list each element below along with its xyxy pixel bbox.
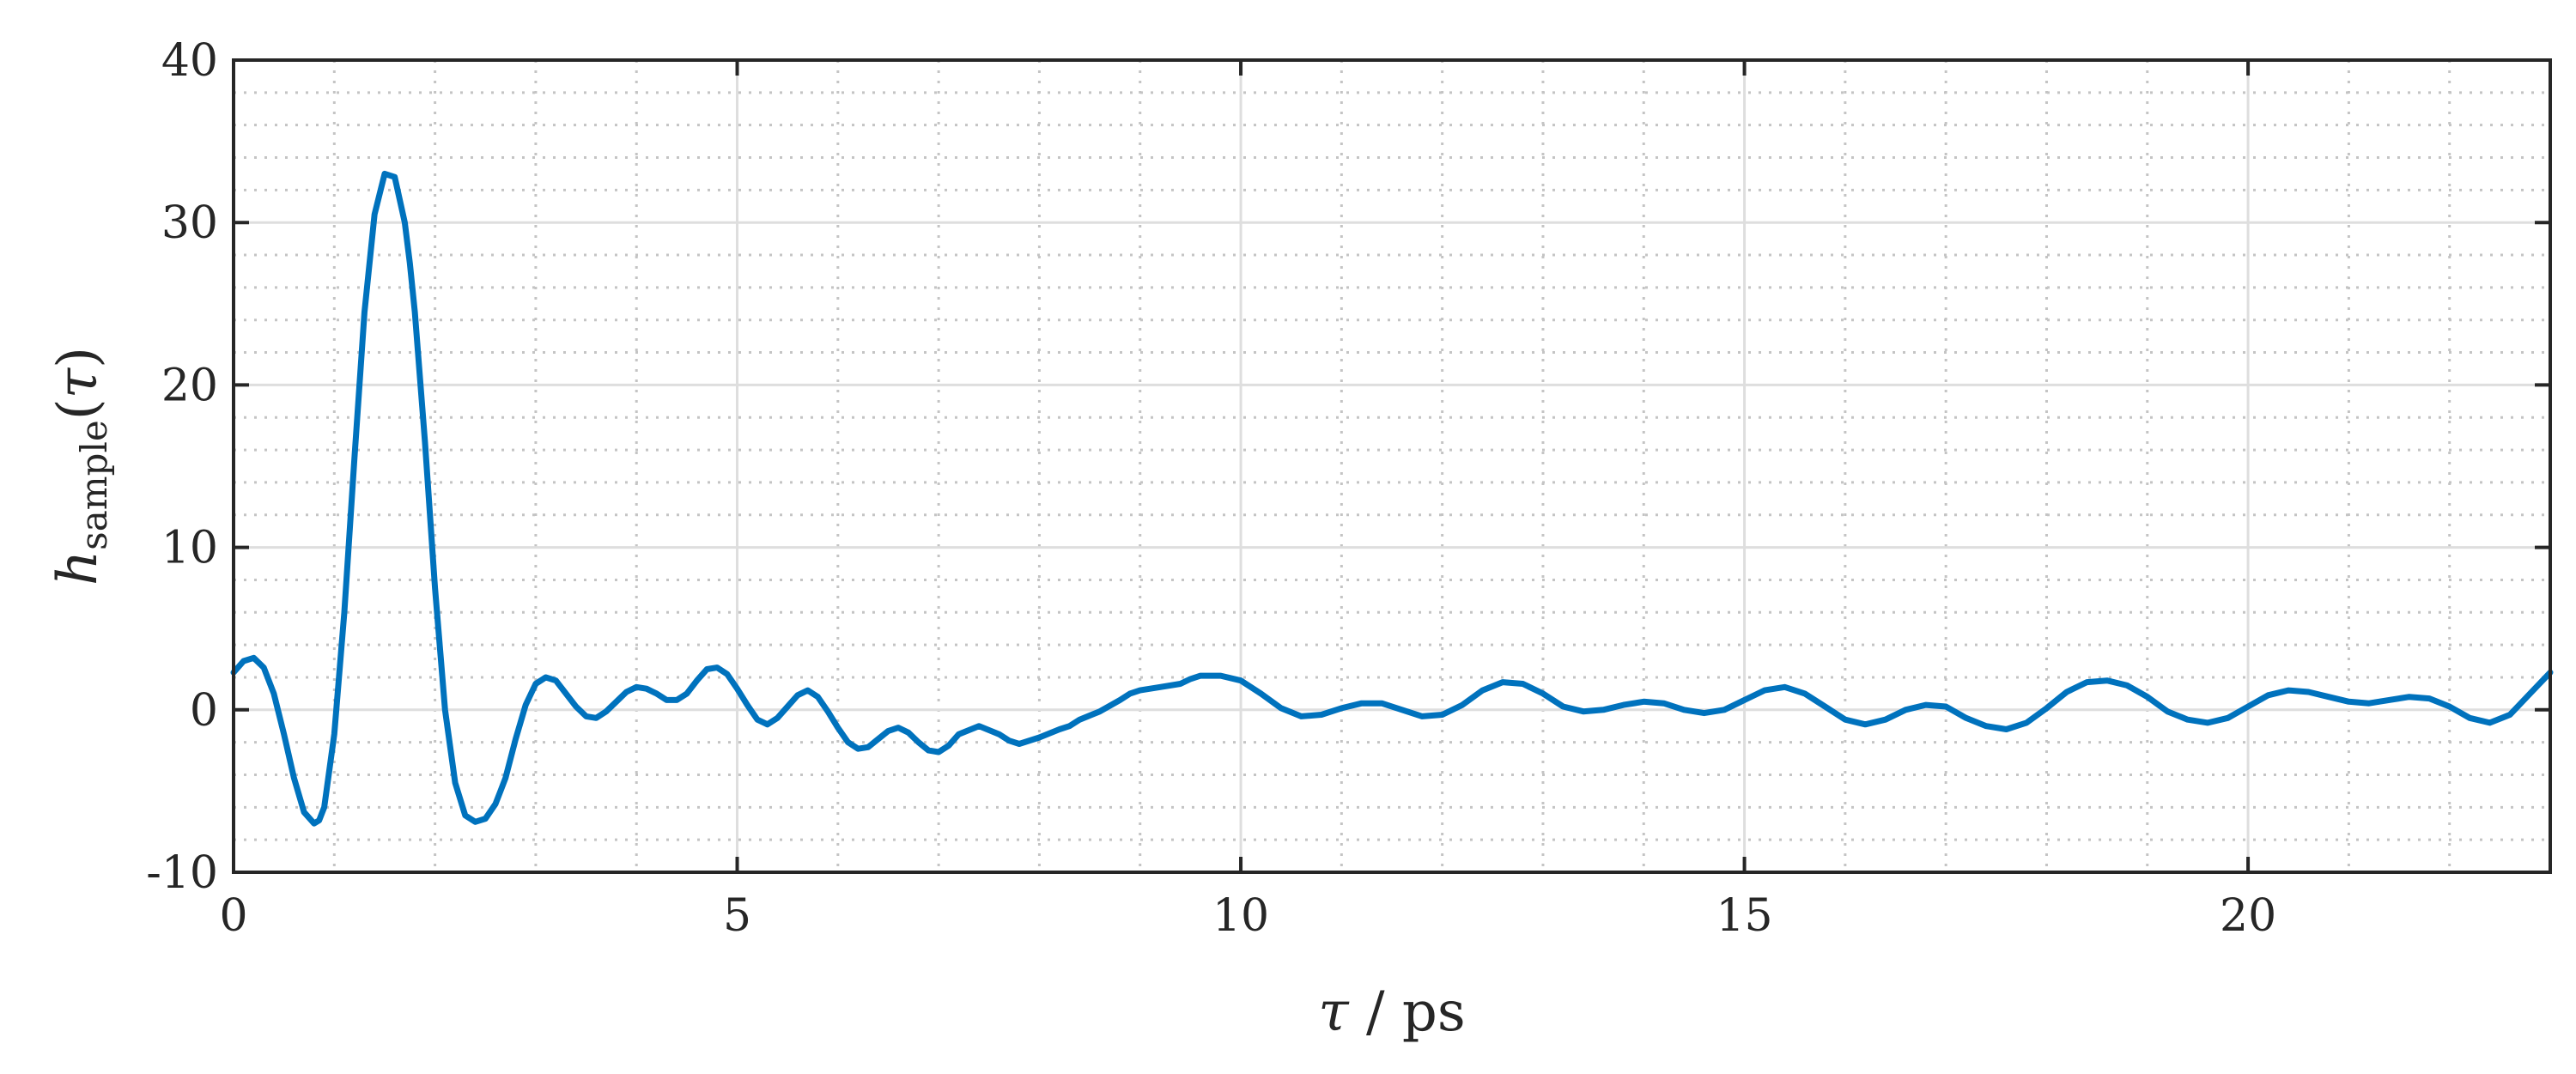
y-tick-label: 40 (161, 35, 218, 87)
x-axis-symbol: τ (1318, 980, 1350, 1044)
tick-marks (232, 58, 2550, 874)
x-axis-separator: / (1366, 980, 1385, 1044)
y-axis-symbol: h (46, 550, 110, 586)
series-line (230, 170, 2554, 827)
x-tick-label: 20 (2220, 890, 2276, 942)
y-tick-labels: -10 0 10 20 30 40 (146, 35, 218, 899)
y-tick-label: 30 (161, 197, 218, 249)
x-tick-label: 0 (219, 890, 247, 942)
y-axis-open-paren: ( (46, 398, 110, 420)
y-tick-label: 10 (161, 523, 218, 574)
x-tick-label: 10 (1212, 890, 1269, 942)
x-tick-label: 5 (723, 890, 751, 942)
series-layer (230, 170, 2554, 827)
x-tick-label: 15 (1716, 890, 1772, 942)
y-axis-close-paren: ) (46, 347, 110, 368)
x-tick-labels: 0 5 10 15 20 (219, 890, 2276, 942)
y-axis-argument: τ (46, 367, 110, 398)
minor-grid (234, 60, 2550, 872)
plot-frame (232, 58, 2552, 874)
y-tick-label: 20 (161, 360, 218, 411)
x-axis-unit: ps (1402, 980, 1466, 1044)
y-tick-label: -10 (146, 847, 218, 899)
x-axis-label: τ / ps (1318, 980, 1465, 1044)
y-tick-label: 0 (190, 685, 218, 737)
y-axis-label: hsample(τ) (46, 347, 115, 586)
y-axis-subscript: sample (73, 420, 115, 550)
major-grid (234, 60, 2550, 872)
